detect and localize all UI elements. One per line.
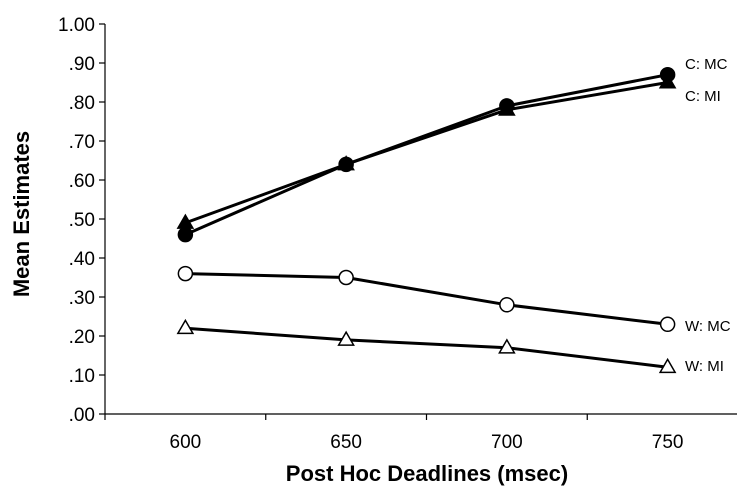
series-line-3: [185, 326, 668, 369]
series-label: W: MI: [685, 358, 724, 375]
series-line-2: [185, 272, 668, 326]
x-axis-title: Post Hoc Deadlines (msec): [286, 461, 568, 486]
data-point-triangle: [337, 155, 355, 171]
series-label: C: MI: [685, 88, 721, 105]
y-tick-label: .90: [69, 54, 95, 75]
axes: .00 .10 .20 .30 .40 .50 .60 .70 .80 .90 1.00 600 650…: [58, 15, 737, 453]
data-point-circle: [659, 316, 676, 333]
data-point-triangle: [337, 330, 355, 346]
y-tick-label: .40: [69, 249, 95, 270]
y-axis-title: Mean Estimates: [9, 131, 34, 297]
data-point-circle: [177, 226, 194, 243]
y-tick-label: .20: [69, 327, 95, 348]
x-tick-label: 600: [170, 432, 202, 453]
data-point-circle: [338, 269, 354, 286]
y-tick-label: .80: [69, 93, 95, 114]
x-tick-label: 700: [491, 432, 523, 453]
series-lines: [184, 73, 668, 369]
series-line-1: [184, 81, 668, 225]
data-point-triangle: [658, 357, 677, 374]
x-tick-label: 750: [652, 432, 684, 453]
y-tick-label: .60: [69, 171, 95, 192]
data-point-triangle: [498, 100, 516, 116]
y-tick-label: 1.00: [58, 15, 95, 36]
data-point-triangle: [176, 213, 195, 229]
x-tick-label: 650: [330, 432, 362, 453]
series-markers: [176, 66, 677, 374]
data-point-circle: [499, 297, 515, 313]
y-tick-label: .50: [69, 210, 95, 231]
series-line-0: [184, 73, 668, 236]
data-point-triangle: [498, 338, 516, 354]
y-tick-label: .00: [69, 405, 95, 426]
data-point-circle: [177, 265, 194, 282]
data-point-triangle: [658, 73, 677, 89]
y-tick-label: .30: [69, 288, 95, 309]
series-labels: C: MC C: MI W: MC W: MI: [685, 56, 731, 375]
series-label: C: MC: [685, 56, 728, 73]
y-tick-label: .10: [69, 366, 95, 387]
series-label: W: MC: [685, 318, 731, 335]
data-point-triangle: [176, 318, 195, 335]
y-tick-label: .70: [69, 132, 95, 153]
